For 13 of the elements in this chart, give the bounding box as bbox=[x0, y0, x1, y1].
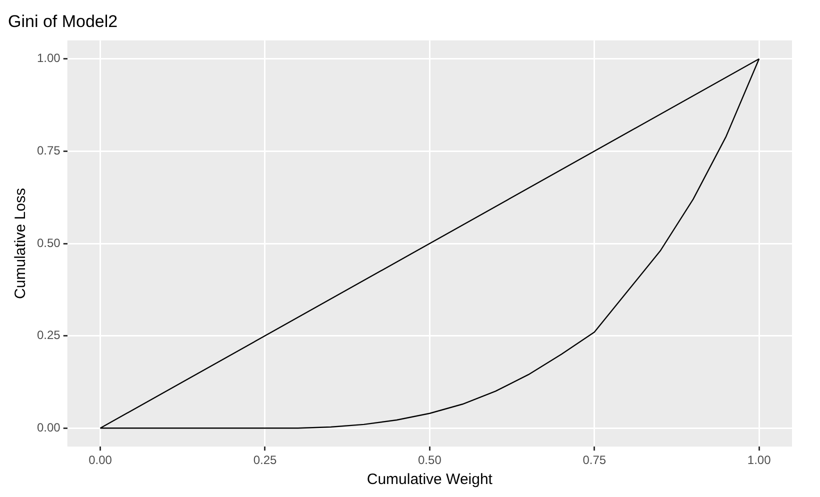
x-axis-title: Cumulative Weight bbox=[366, 471, 494, 488]
x-tick-label: 0.00 bbox=[88, 453, 112, 468]
x-tick-label: 1.00 bbox=[747, 453, 772, 468]
x-tick-label: 0.75 bbox=[582, 453, 606, 468]
x-tick-label: 0.25 bbox=[253, 453, 277, 468]
y-tick-label: 1.00 bbox=[36, 51, 61, 66]
chart-title: Gini of Model2 bbox=[8, 12, 118, 31]
y-axis-title: Cumulative Loss bbox=[12, 188, 30, 299]
y-tick-label: 0.75 bbox=[36, 143, 61, 158]
y-tick-label: 0.50 bbox=[36, 236, 61, 250]
y-tick-label: 0.00 bbox=[36, 420, 61, 434]
x-tick-label: 0.50 bbox=[418, 453, 442, 468]
y-tick-label: 0.25 bbox=[36, 328, 61, 342]
